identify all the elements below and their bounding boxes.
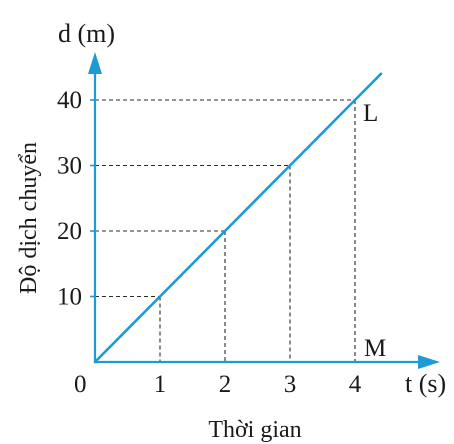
- x-axis-unit-label: t (s): [405, 369, 446, 398]
- origin-label: 0: [74, 371, 87, 398]
- guide-lines: [95, 99, 356, 362]
- y-axis-title: Độ dịch chuyển: [16, 142, 42, 294]
- point-label-m: M: [364, 335, 386, 362]
- y-axis-arrow: [88, 52, 102, 74]
- series-layer: [93, 72, 383, 364]
- tick-labels: 1 2 3 4 10 20 30 40: [57, 87, 362, 398]
- axes: [88, 52, 440, 369]
- y-tick-label-40: 40: [57, 87, 82, 114]
- y-tick-label-10: 10: [57, 284, 82, 311]
- y-tick-label-20: 20: [57, 218, 82, 245]
- series-line: [93, 72, 383, 364]
- y-axis-unit-label: d (m): [58, 19, 115, 48]
- y-tick-label-30: 30: [57, 153, 82, 180]
- point-label-l: L: [363, 100, 378, 127]
- x-tick-label-1: 1: [154, 371, 167, 398]
- x-axis-title: Thời gian: [208, 417, 301, 443]
- x-tick-label-2: 2: [219, 371, 232, 398]
- x-tick-label-4: 4: [349, 371, 362, 398]
- x-tick-label-3: 3: [284, 371, 297, 398]
- x-axis-arrow: [418, 355, 440, 369]
